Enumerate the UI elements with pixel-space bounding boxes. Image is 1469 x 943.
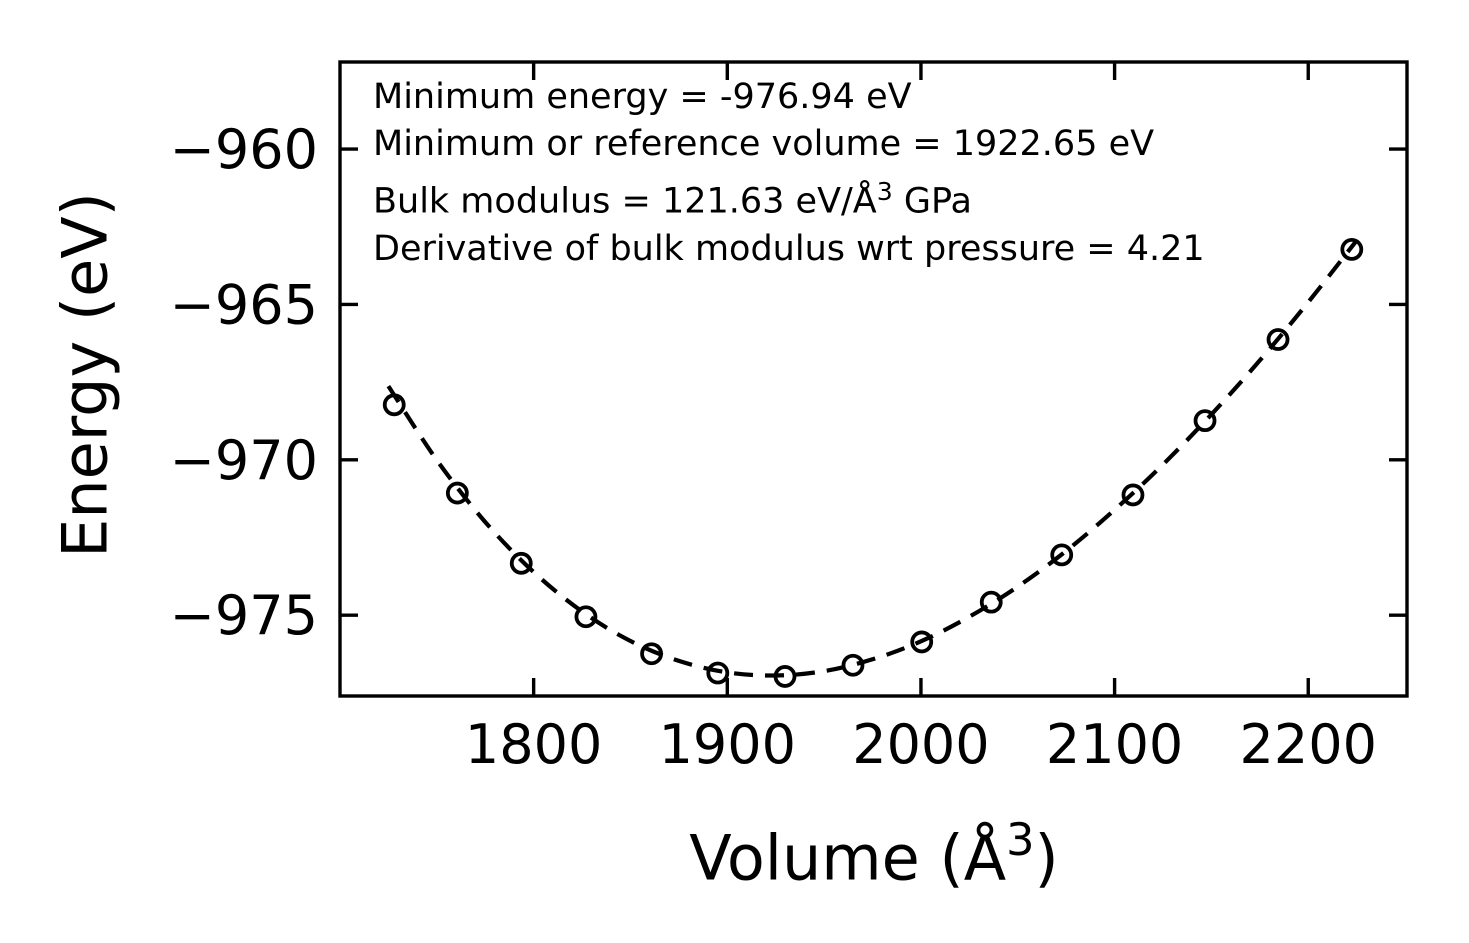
x-axis-label-text: Volume (Å xyxy=(689,821,1007,895)
x-axis-tick-label: 2000 xyxy=(852,713,989,776)
annotation-line-bulk-modulus-derivative: Derivative of bulk modulus wrt pressure … xyxy=(373,228,1205,269)
data-point-marker xyxy=(445,481,469,505)
data-point-marker xyxy=(979,590,1003,614)
eos-fit-curve xyxy=(386,239,1359,678)
annotation-line-minimum-energy: Minimum energy = -976.94 eV xyxy=(373,77,912,117)
data-point-marker xyxy=(1340,238,1364,261)
bulk-modulus-unit: GPa xyxy=(892,181,973,222)
x-axis-tick-label: 2200 xyxy=(1240,713,1377,776)
bulk-modulus-text: Bulk modulus = 121.63 eV/Å xyxy=(373,181,877,222)
x-axis-tick-label: 1900 xyxy=(659,713,796,776)
y-axis-tick-label: −970 xyxy=(170,429,318,492)
data-point-marker xyxy=(509,551,533,575)
data-point-marker xyxy=(706,661,730,685)
y-axis-tick-label: −965 xyxy=(170,273,318,336)
data-point-marker xyxy=(1050,543,1074,567)
fit-results-annotation: Minimum energy = -976.94 eV Minimum or r… xyxy=(373,74,1205,273)
y-axis-label: Energy (eV) xyxy=(48,192,122,558)
data-point-marker xyxy=(910,630,934,654)
x-axis-tick-label: 2100 xyxy=(1046,713,1183,776)
data-point-marker xyxy=(574,605,598,629)
data-point-marker xyxy=(1266,328,1290,351)
y-axis-tick-label: −975 xyxy=(170,584,318,647)
x-axis-tick-label: 1800 xyxy=(465,713,602,776)
bulk-modulus-superscript: 3 xyxy=(876,177,893,206)
x-axis-label: Volume (Å3) xyxy=(424,814,1324,895)
y-axis-tick-label: −960 xyxy=(170,118,318,181)
plot-frame xyxy=(338,60,1409,698)
annotation-line-bulk-modulus: Bulk modulus = 121.63 eV/Å3 GPa xyxy=(373,168,1205,226)
data-point-marker xyxy=(1193,409,1217,433)
data-point-marker xyxy=(1121,483,1145,507)
x-axis-label-close: ) xyxy=(1034,821,1059,895)
x-axis-label-superscript: 3 xyxy=(1006,814,1035,866)
annotation-line-reference-volume: Minimum or reference volume = 1922.65 eV xyxy=(373,124,1155,164)
